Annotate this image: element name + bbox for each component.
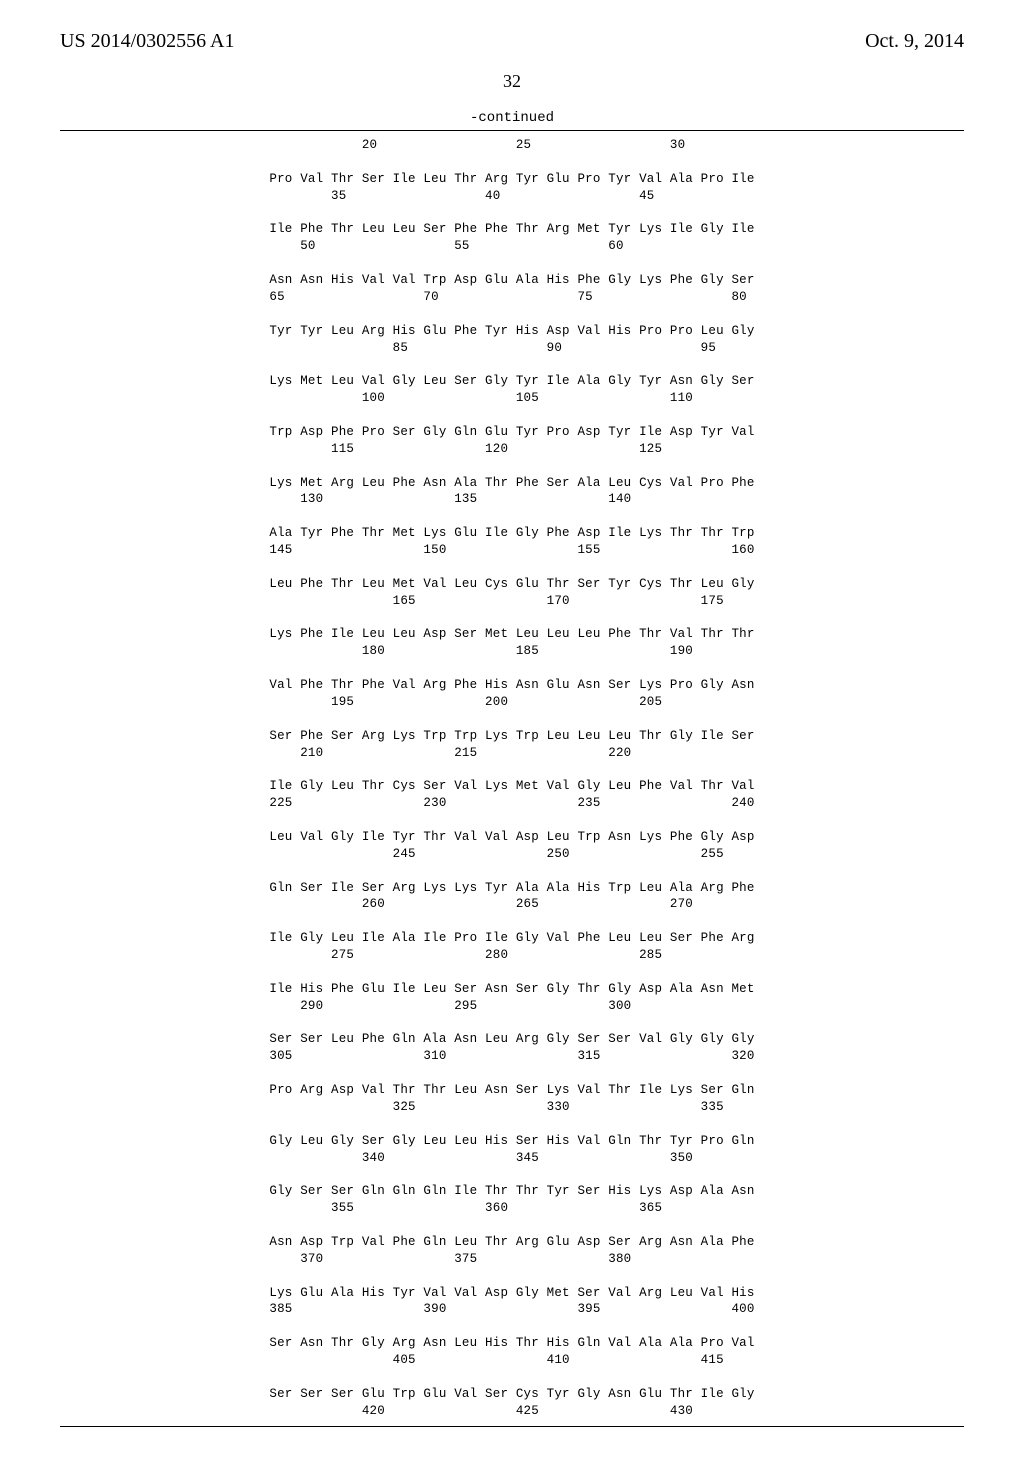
- header-left: US 2014/0302556 A1: [60, 30, 234, 53]
- top-rule: [60, 130, 964, 131]
- bottom-rule: [60, 1426, 964, 1427]
- header: US 2014/0302556 A1 Oct. 9, 2014: [60, 30, 964, 53]
- sequence-block: 20 25 30 Pro Val Thr Ser Ile Leu Thr Arg…: [269, 137, 754, 1420]
- sequence-wrap: 20 25 30 Pro Val Thr Ser Ile Leu Thr Arg…: [60, 137, 964, 1420]
- page-container: US 2014/0302556 A1 Oct. 9, 2014 32 -cont…: [0, 0, 1024, 1475]
- header-right: Oct. 9, 2014: [865, 30, 964, 53]
- continued-label: -continued: [60, 110, 964, 126]
- page-number: 32: [60, 71, 964, 92]
